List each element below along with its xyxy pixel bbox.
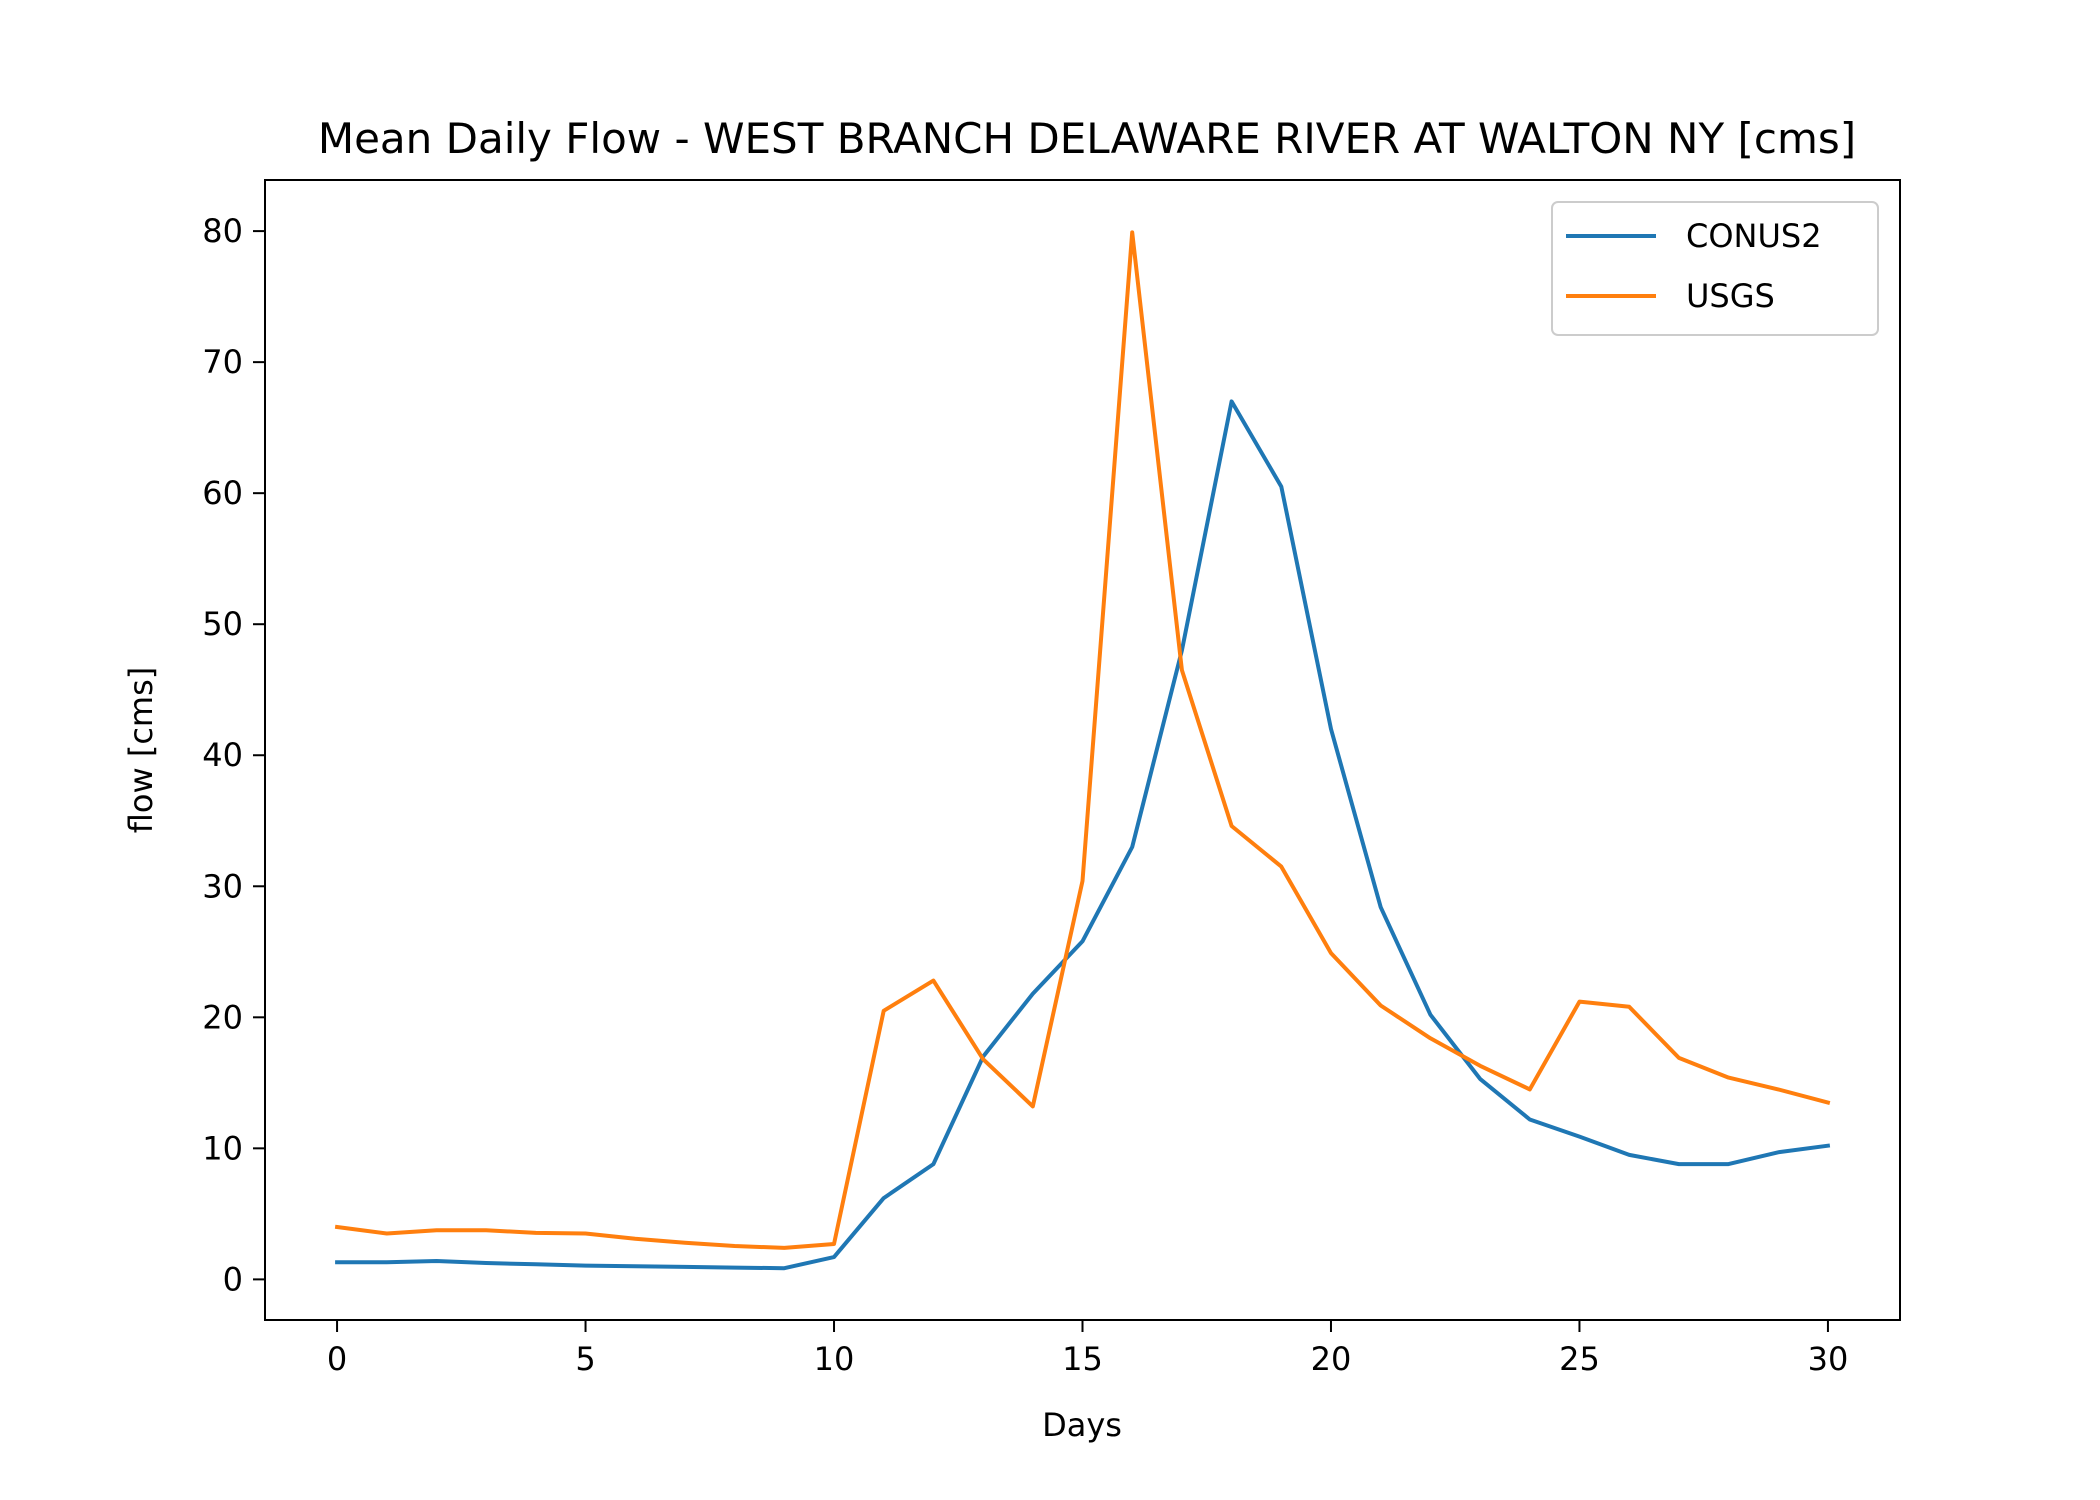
series-line-usgs [334, 230, 1831, 1250]
legend-label-usgs: USGS [1686, 277, 1775, 315]
chart-title: Mean Daily Flow - WEST BRANCH DELAWARE R… [318, 114, 1856, 163]
y-tick-label-60: 60 [202, 474, 243, 512]
y-tick-label-0: 0 [223, 1260, 243, 1298]
series-layer [334, 230, 1831, 1271]
y-tick-label-10: 10 [202, 1129, 243, 1167]
x-tick-label-10: 10 [814, 1340, 855, 1378]
x-tick-label-15: 15 [1062, 1340, 1103, 1378]
y-tick-label-30: 30 [202, 867, 243, 905]
y-tick-label-70: 70 [202, 343, 243, 381]
x-tick-label-5: 5 [575, 1340, 595, 1378]
legend: CONUS2 USGS [1551, 201, 1879, 336]
y-tick-label-20: 20 [202, 998, 243, 1036]
y-tick-label-40: 40 [202, 736, 243, 774]
x-tick-label-25: 25 [1559, 1340, 1600, 1378]
x-ticks: 0 5 10 15 20 25 30 [327, 1320, 1848, 1378]
x-axis-label: Days [1042, 1406, 1122, 1444]
x-tick-label-20: 20 [1311, 1340, 1352, 1378]
x-tick-label-30: 30 [1808, 1340, 1849, 1378]
x-tick-label-0: 0 [327, 1340, 347, 1378]
y-axis-label: flow [cms] [122, 667, 160, 833]
plot-frame [264, 179, 1901, 1321]
y-tick-label-50: 50 [202, 605, 243, 643]
y-ticks: 0 10 20 30 40 50 60 70 80 [202, 212, 265, 1298]
legend-label-conus2: CONUS2 [1686, 217, 1822, 255]
y-tick-label-80: 80 [202, 212, 243, 250]
series-line-conus2 [335, 399, 1831, 1271]
